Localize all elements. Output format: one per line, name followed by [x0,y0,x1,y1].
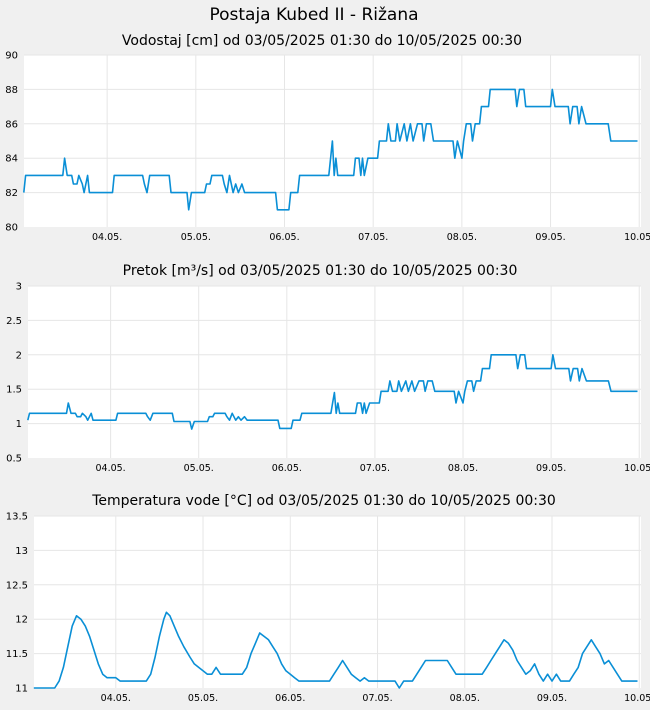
x-tick-label: 09.05. [535,232,565,243]
x-tick-label: 10.05. [624,463,650,474]
y-tick-label: 11 [15,684,28,695]
x-tick-label: 06.05. [272,463,302,474]
x-tick-label: 05.05. [188,693,218,704]
x-tick-label: 10.05. [624,232,650,243]
x-tick-label: 07.05. [362,693,392,704]
y-tick-label: 12.5 [6,580,28,591]
x-tick-label: 06.05. [269,232,299,243]
x-tick-label: 07.05. [358,232,388,243]
page-title: Postaja Kubed II - Rižana [209,5,418,25]
series-line [27,353,638,430]
y-tick-label: 2 [16,350,22,361]
x-tick-label: 10.05. [624,693,650,704]
chart-title: Temperatura vode [°C] od 03/05/2025 01:3… [91,493,556,509]
y-tick-label: 1 [16,419,22,430]
x-tick-label: 08.05. [447,232,477,243]
x-tick-label: 07.05. [360,463,390,474]
x-tick-label: 05.05. [184,463,214,474]
x-tick-label: 05.05. [181,232,211,243]
chart-title: Pretok [m³/s] od 03/05/2025 01:30 do 10/… [123,263,518,279]
series-line [33,611,638,689]
chart-pretok: Pretok [m³/s] od 03/05/2025 01:30 do 10/… [6,263,650,474]
y-tick-label: 84 [5,154,18,165]
y-tick-label: 90 [5,51,18,62]
chart-vodostaj: Vodostaj [cm] od 03/05/2025 01:30 do 10/… [5,33,650,243]
series-line [23,88,638,211]
y-tick-label: 80 [5,223,18,234]
y-tick-label: 13 [15,546,28,557]
y-tick-label: 12 [15,615,28,626]
y-tick-label: 88 [5,85,18,96]
x-tick-label: 08.05. [450,693,480,704]
y-tick-label: 1.5 [6,385,22,396]
x-tick-label: 04.05. [101,693,131,704]
x-tick-label: 06.05. [275,693,305,704]
y-tick-label: 13.5 [6,512,28,523]
plot-area [28,286,641,458]
y-tick-label: 82 [5,188,18,199]
plot-area [34,516,641,688]
y-tick-label: 2.5 [6,316,22,327]
x-tick-label: 04.05. [95,463,125,474]
y-tick-label: 11.5 [6,649,28,660]
y-tick-label: 3 [16,282,22,293]
x-tick-label: 09.05. [537,693,567,704]
x-tick-label: 04.05. [92,232,122,243]
chart-title: Vodostaj [cm] od 03/05/2025 01:30 do 10/… [122,33,522,49]
y-tick-label: 86 [5,119,18,130]
x-tick-label: 08.05. [448,463,478,474]
chart-temperatura: Temperatura vode [°C] od 03/05/2025 01:3… [6,493,650,704]
y-tick-label: 0.5 [6,454,22,465]
x-tick-label: 09.05. [536,463,566,474]
